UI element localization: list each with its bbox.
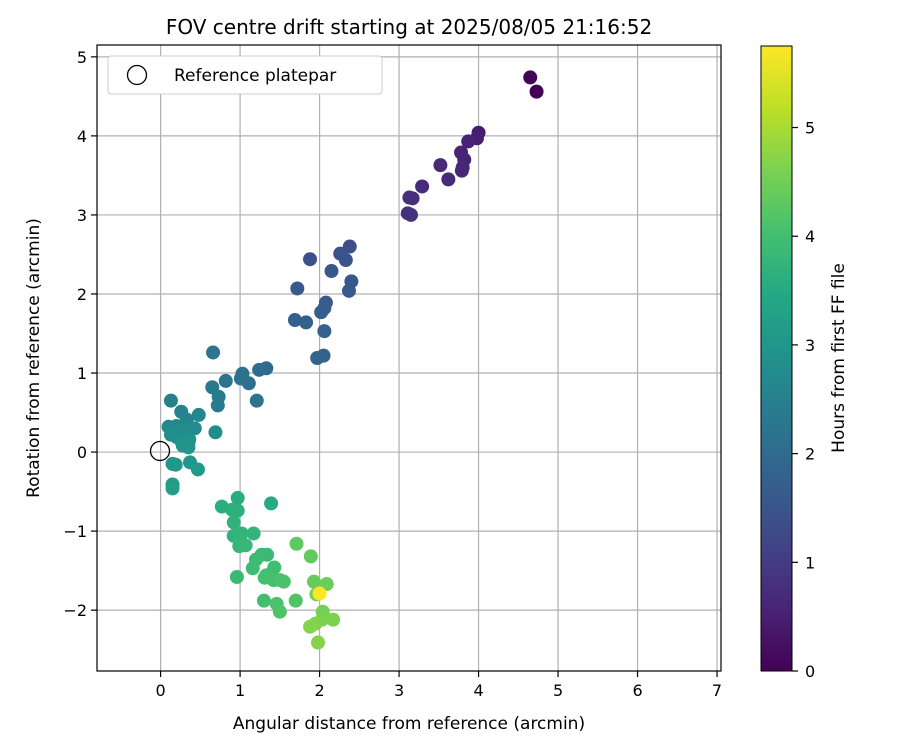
- data-point: [326, 612, 341, 627]
- y-tick-label: 5: [77, 48, 87, 67]
- data-point: [303, 619, 318, 634]
- data-point: [245, 561, 260, 576]
- colorbar: 0 1 2 3 4 5 Hours from first FF file: [760, 45, 849, 681]
- data-point: [299, 315, 314, 330]
- data-point: [454, 163, 469, 178]
- x-axis-ticks: 0 1 2 3 4 5 6 7: [155, 671, 722, 700]
- data-point: [314, 305, 329, 320]
- data-point: [230, 490, 245, 505]
- data-point: [288, 593, 303, 608]
- x-tick-label: 1: [235, 681, 245, 700]
- chart-title: FOV centre drift starting at 2025/08/05 …: [166, 15, 652, 39]
- colorbar-tick-label: 0: [805, 662, 815, 681]
- data-point: [441, 172, 456, 187]
- colorbar-label: Hours from first FF file: [829, 263, 849, 453]
- legend-marker-icon: [126, 64, 148, 86]
- data-point: [165, 481, 180, 496]
- data-point: [181, 440, 196, 455]
- colorbar-tick-label: 2: [805, 445, 815, 464]
- data-point: [433, 158, 448, 173]
- data-point: [230, 503, 245, 518]
- data-point: [303, 252, 318, 267]
- data-point: [191, 407, 206, 422]
- data-point: [287, 313, 302, 328]
- data-point: [317, 324, 332, 339]
- data-point: [338, 252, 353, 267]
- plot-frame: [96, 44, 722, 672]
- data-point: [165, 456, 180, 471]
- data-point: [289, 536, 304, 551]
- y-tick-label: 3: [77, 206, 87, 225]
- data-point: [523, 70, 538, 85]
- data-point: [461, 134, 476, 149]
- colorbar-ticks: 0 1 2 3 4 5: [792, 119, 815, 681]
- x-tick-label: 0: [155, 681, 165, 700]
- data-point: [310, 635, 325, 650]
- y-tick-label: 0: [77, 443, 87, 462]
- x-tick-label: 2: [314, 681, 324, 700]
- y-tick-label: 2: [77, 285, 87, 304]
- data-point: [303, 549, 318, 564]
- x-tick-label: 5: [553, 681, 563, 700]
- data-point: [264, 496, 279, 511]
- data-point: [312, 586, 327, 601]
- data-point: [290, 281, 305, 296]
- colorbar-tick-label: 4: [805, 227, 815, 246]
- data-point: [324, 264, 339, 279]
- data-point: [403, 207, 418, 222]
- data-point: [226, 515, 241, 530]
- data-point: [260, 547, 275, 562]
- y-tick-label: −1: [63, 522, 87, 541]
- data-point: [256, 593, 271, 608]
- data-point: [310, 351, 325, 365]
- x-tick-label: 4: [473, 681, 483, 700]
- legend-entry-reference: Reference platepar: [174, 66, 336, 86]
- data-point: [206, 345, 221, 360]
- data-point: [190, 462, 205, 477]
- legend: Reference platepar: [107, 55, 383, 95]
- legend-frame: [107, 55, 383, 95]
- data-point: [342, 239, 357, 254]
- y-tick-label: −2: [63, 601, 87, 620]
- reference-platepar-marker: [149, 440, 171, 462]
- data-point: [238, 538, 253, 553]
- data-point: [208, 425, 223, 440]
- grid-lines: [97, 45, 721, 671]
- x-tick-label: 6: [632, 681, 642, 700]
- x-axis-label: Angular distance from reference (arcmin): [233, 714, 585, 734]
- y-axis-label: Rotation from reference (arcmin): [24, 218, 44, 498]
- colorbar-tick-label: 5: [805, 119, 815, 138]
- data-point: [163, 393, 178, 408]
- x-tick-label: 3: [394, 681, 404, 700]
- data-point: [341, 283, 356, 298]
- data-point: [252, 362, 267, 377]
- colorbar-gradient: [760, 45, 793, 672]
- colorbar-tick-label: 3: [805, 336, 815, 355]
- data-point: [218, 373, 233, 388]
- data-point: [319, 577, 334, 592]
- data-point: [276, 574, 291, 589]
- scatter-points: [161, 70, 544, 650]
- data-point: [529, 84, 544, 99]
- y-axis-ticks: −2 −1 0 1 2 3 4 5: [63, 48, 97, 620]
- data-point: [246, 526, 261, 541]
- x-tick-label: 7: [712, 681, 722, 700]
- data-point: [415, 179, 430, 194]
- data-point: [307, 574, 322, 589]
- data-point: [241, 376, 256, 391]
- y-tick-label: 4: [77, 127, 87, 146]
- colorbar-tick-label: 1: [805, 553, 815, 572]
- data-point: [229, 569, 244, 584]
- data-point: [405, 191, 420, 206]
- data-point: [249, 393, 264, 408]
- y-tick-label: 1: [77, 364, 87, 383]
- data-point: [210, 398, 225, 413]
- data-point: [272, 604, 287, 619]
